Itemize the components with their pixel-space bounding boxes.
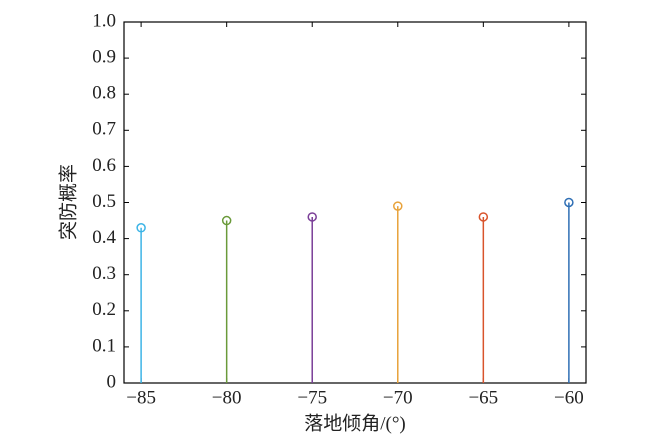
y-tick-label: 0.8 <box>92 83 116 104</box>
x-tick-label: −80 <box>212 387 242 408</box>
stem-marker <box>307 212 317 222</box>
plot-frame <box>123 21 587 384</box>
x-tick-label: −85 <box>126 387 156 408</box>
x-tick-label: −60 <box>554 387 584 408</box>
stem-marker <box>221 215 232 226</box>
stem-marker <box>393 201 403 211</box>
stem-marker <box>136 223 146 233</box>
y-tick-label: 0.4 <box>92 227 116 248</box>
y-tick-label: 1.0 <box>92 10 116 31</box>
y-tick-label: 0.3 <box>92 263 116 284</box>
stem-marker <box>564 197 574 208</box>
x-tick-label: −65 <box>468 387 498 408</box>
y-tick-label: 0.6 <box>92 155 116 176</box>
y-tick-label: 0.7 <box>92 119 116 140</box>
y-tick-label: 0.2 <box>92 299 116 320</box>
x-tick-label: −75 <box>297 387 327 408</box>
y-tick-label: 0 <box>107 371 117 392</box>
y-tick-label: 0.5 <box>92 191 116 212</box>
stem-marker <box>478 212 489 222</box>
x-axis-label: 落地倾角/(°) <box>304 412 406 434</box>
x-tick-label: −70 <box>383 387 413 408</box>
y-tick-label: 0.9 <box>92 46 116 67</box>
y-axis-label: 突防概率 <box>57 164 79 240</box>
y-tick-label: 0.1 <box>92 335 116 356</box>
